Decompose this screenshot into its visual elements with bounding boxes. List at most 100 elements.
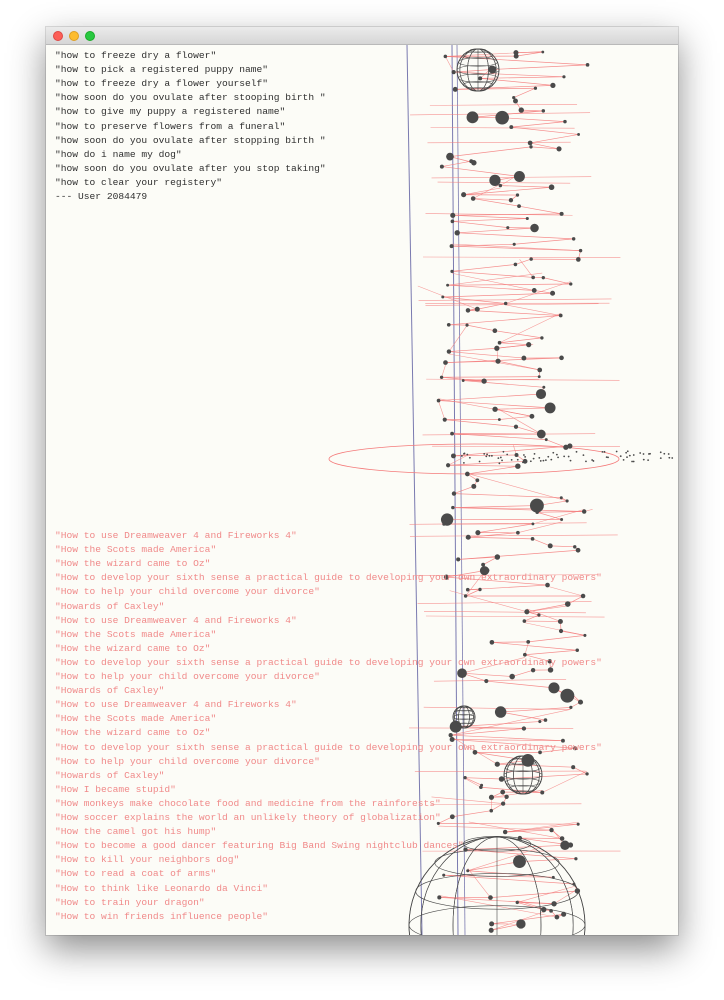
graph-edge	[438, 401, 446, 420]
graph-edge	[441, 365, 446, 378]
graph-edge	[447, 283, 571, 286]
graph-edge	[433, 679, 567, 682]
graph-edge	[494, 330, 542, 339]
graph-node	[632, 454, 635, 456]
graph-node	[451, 505, 455, 510]
graph-edge	[486, 680, 555, 689]
wireframe-sphere	[452, 705, 476, 729]
axis-line	[456, 45, 466, 935]
graph-node	[498, 462, 501, 465]
graph-node	[632, 460, 635, 463]
graph-node	[622, 458, 625, 461]
graph-edge	[444, 419, 517, 428]
graph-node	[631, 460, 633, 463]
graph-edge	[451, 243, 515, 247]
graph-edge	[491, 803, 504, 811]
graph-edge	[526, 605, 568, 613]
graph-node	[475, 478, 480, 483]
book-title-line: "Howards of Caxley"	[55, 600, 165, 612]
graph-node	[503, 301, 508, 306]
graph-node	[524, 609, 530, 615]
graph-edge	[450, 709, 571, 736]
book-title-line: "How the Scots made America"	[55, 713, 217, 725]
wireframe-sphere	[503, 755, 543, 795]
graph-node	[527, 140, 533, 146]
graph-node	[559, 496, 563, 500]
graph-node	[581, 509, 587, 514]
graph-node	[603, 450, 606, 453]
graph-node	[450, 212, 456, 218]
graph-edge	[453, 454, 517, 457]
graph-edge	[451, 264, 516, 272]
graph-node	[607, 456, 609, 459]
graph-edge	[409, 522, 587, 525]
graph-node	[481, 378, 487, 384]
book-title-line: "How to kill your neighbors dog"	[55, 854, 240, 866]
graph-node	[529, 257, 533, 261]
graph-node	[488, 454, 491, 457]
graph-edge	[519, 858, 576, 862]
graph-node	[562, 75, 566, 79]
graph-edge	[448, 464, 518, 467]
graph-node	[497, 340, 502, 345]
graph-node	[436, 398, 441, 403]
graph-node	[659, 457, 662, 459]
graph-edge	[438, 400, 551, 409]
graph-edge	[452, 220, 508, 228]
graph-node	[468, 456, 471, 459]
graph-edge	[514, 238, 574, 245]
graph-node	[549, 827, 554, 833]
graph-node	[462, 461, 465, 464]
graph-edge	[441, 166, 520, 177]
graph-node	[513, 262, 518, 267]
graph-node	[537, 375, 541, 379]
book-title-line: "How to help your child overcome your di…	[55, 755, 320, 767]
graph-node	[530, 223, 539, 233]
graph-node	[499, 456, 502, 459]
title-bar[interactable]	[46, 27, 678, 45]
graph-node	[647, 459, 650, 462]
graph-node	[512, 242, 516, 246]
graph-edge	[532, 538, 551, 547]
network-visualization[interactable]	[46, 45, 678, 935]
graph-node	[451, 70, 456, 75]
graph-node	[449, 720, 462, 733]
graph-edge	[526, 608, 561, 622]
graph-node	[537, 613, 541, 617]
graph-node	[513, 53, 519, 59]
graph-node	[535, 388, 547, 400]
query-line: "how to clear your registery"	[55, 176, 222, 188]
graph-node	[439, 164, 444, 169]
graph-node	[575, 648, 579, 652]
graph-node	[521, 726, 527, 731]
graph-edge	[467, 465, 518, 475]
graph-node	[443, 54, 448, 59]
graph-node	[552, 451, 555, 454]
graph-node	[648, 453, 650, 455]
book-title-line: "How to use Dreamweaver 4 and Fireworks …	[55, 530, 297, 541]
graph-edge	[480, 76, 564, 79]
graph-node	[619, 455, 622, 458]
query-line: "how to preserve flowers from a funeral"	[55, 120, 286, 132]
book-title-line: "How to develop your sixth sense a pract…	[55, 656, 602, 668]
minimize-button[interactable]	[69, 31, 79, 41]
graph-edge	[431, 803, 582, 805]
close-button[interactable]	[53, 31, 63, 41]
graph-edge	[534, 290, 553, 294]
graph-node	[567, 443, 573, 449]
graph-node	[556, 146, 562, 152]
graph-edge	[491, 913, 564, 925]
graph-edge	[573, 766, 588, 775]
axis-line	[406, 45, 423, 935]
graph-node	[494, 345, 500, 351]
graph-edge	[499, 415, 532, 420]
zoom-button[interactable]	[85, 31, 95, 41]
graph-node	[547, 455, 550, 458]
graph-edge	[501, 773, 588, 780]
graph-edge	[446, 576, 548, 586]
graph-node	[489, 174, 501, 187]
graph-node	[591, 459, 594, 461]
graph-edge	[441, 376, 540, 378]
graph-node	[463, 775, 467, 780]
graph-edge	[448, 351, 524, 359]
